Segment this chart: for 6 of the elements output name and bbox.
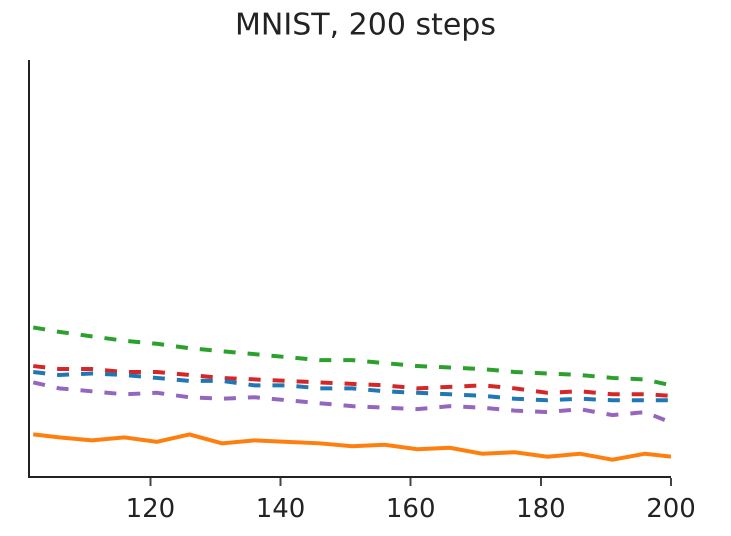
chart-title: MNIST, 200 steps [235,7,496,42]
x-tick-label: 140 [256,494,306,524]
x-tick-label: 200 [646,494,696,524]
x-tick-label: 160 [386,494,436,524]
x-tick-label: 180 [516,494,566,524]
x-tick-label: 120 [126,494,176,524]
